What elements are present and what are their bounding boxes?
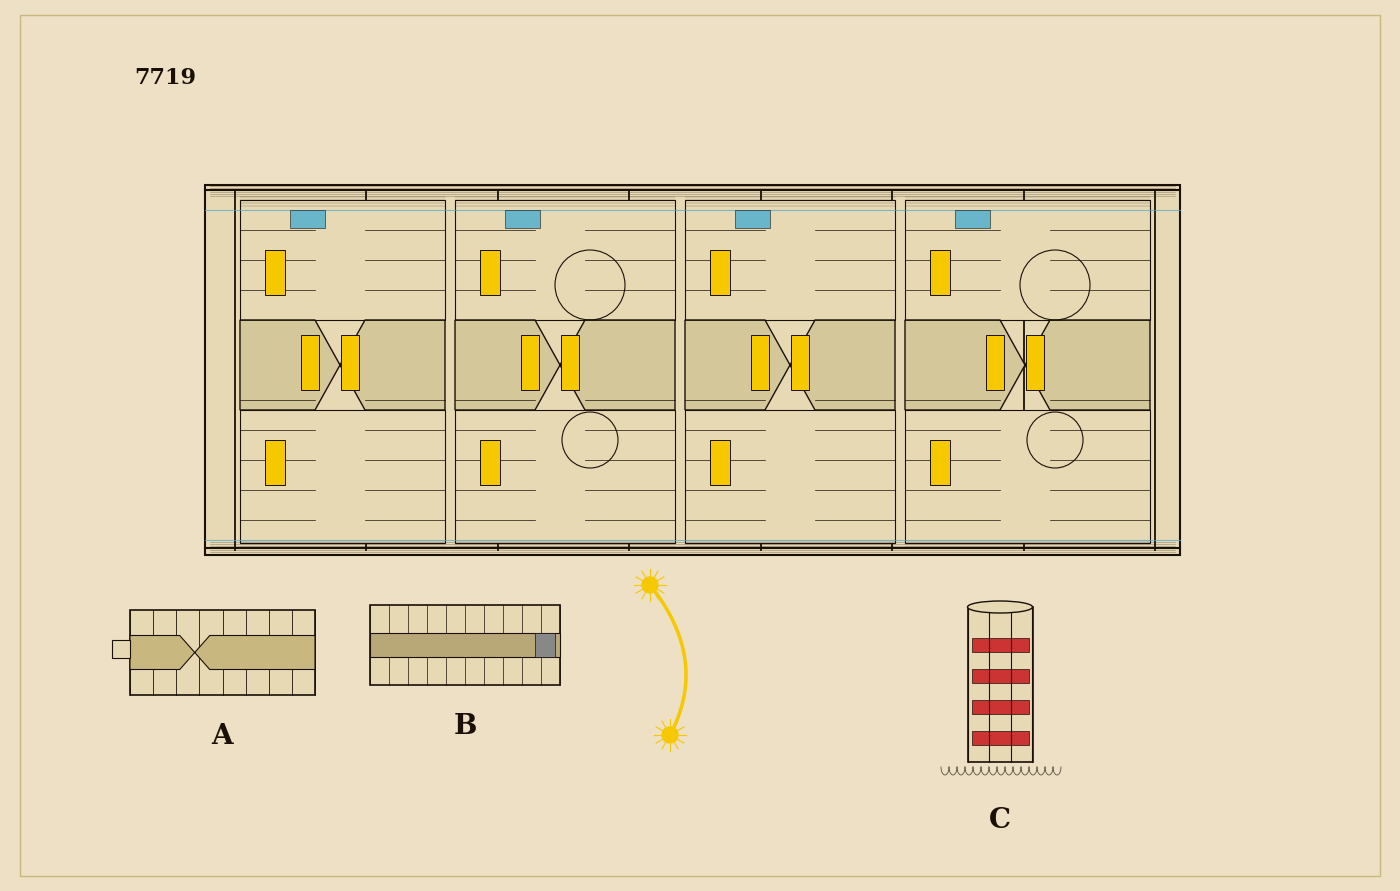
Bar bbox=[955, 210, 990, 228]
Bar bbox=[480, 250, 500, 295]
Bar bbox=[480, 440, 500, 485]
Polygon shape bbox=[130, 610, 315, 695]
Bar bbox=[521, 335, 539, 390]
Bar bbox=[535, 633, 554, 657]
Polygon shape bbox=[685, 410, 895, 543]
Bar bbox=[930, 440, 951, 485]
Bar bbox=[370, 633, 560, 657]
Polygon shape bbox=[455, 200, 675, 320]
Polygon shape bbox=[904, 320, 1149, 410]
Bar bbox=[967, 607, 1033, 762]
Bar bbox=[750, 335, 769, 390]
Text: A: A bbox=[211, 723, 234, 750]
Bar bbox=[986, 335, 1004, 390]
Bar bbox=[1026, 335, 1044, 390]
Polygon shape bbox=[685, 200, 895, 320]
Bar bbox=[710, 250, 729, 295]
Bar bbox=[112, 640, 130, 658]
Polygon shape bbox=[130, 635, 315, 669]
Polygon shape bbox=[239, 410, 445, 543]
Ellipse shape bbox=[967, 601, 1033, 613]
Bar bbox=[791, 335, 809, 390]
Bar bbox=[505, 210, 540, 228]
Circle shape bbox=[643, 577, 658, 593]
Text: 7719: 7719 bbox=[134, 67, 196, 89]
Bar bbox=[972, 669, 1029, 683]
Polygon shape bbox=[239, 200, 445, 320]
Bar bbox=[972, 700, 1029, 714]
Bar bbox=[265, 440, 286, 485]
Polygon shape bbox=[370, 605, 560, 685]
Circle shape bbox=[662, 727, 678, 743]
Polygon shape bbox=[455, 320, 675, 410]
Polygon shape bbox=[239, 320, 445, 410]
Bar bbox=[972, 638, 1029, 652]
Bar bbox=[930, 250, 951, 295]
Bar bbox=[735, 210, 770, 228]
Text: B: B bbox=[454, 713, 476, 740]
Bar bbox=[342, 335, 358, 390]
Bar bbox=[710, 440, 729, 485]
Polygon shape bbox=[204, 185, 1180, 555]
Text: C: C bbox=[988, 807, 1011, 834]
Bar bbox=[561, 335, 580, 390]
Bar bbox=[290, 210, 325, 228]
Bar bbox=[301, 335, 319, 390]
Polygon shape bbox=[455, 410, 675, 543]
Bar bbox=[972, 731, 1029, 745]
Polygon shape bbox=[904, 410, 1149, 543]
Polygon shape bbox=[904, 200, 1149, 320]
Bar bbox=[265, 250, 286, 295]
Polygon shape bbox=[685, 320, 895, 410]
